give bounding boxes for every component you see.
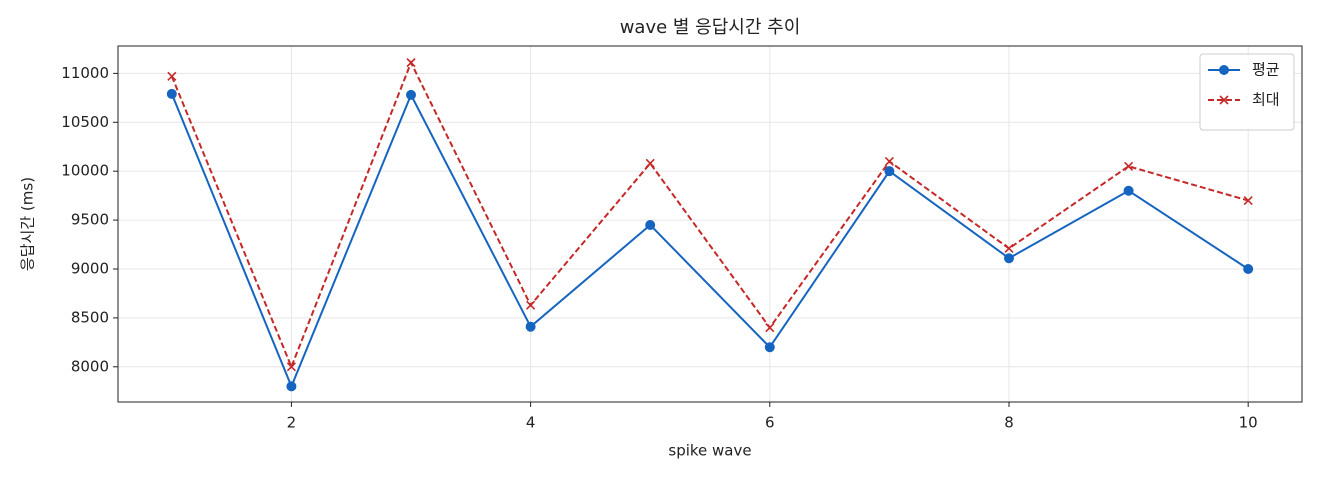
marker [526, 300, 536, 310]
marker [645, 158, 655, 168]
x-tick-label: 6 [765, 414, 775, 432]
x-tick-label: 2 [287, 414, 297, 432]
y-tick-label: 9500 [71, 211, 109, 229]
x-axis-label: spike wave [668, 442, 751, 460]
y-tick-label: 8000 [71, 357, 109, 375]
marker [1004, 243, 1014, 254]
marker [286, 381, 297, 392]
marker [1243, 195, 1253, 206]
legend-marker [1219, 65, 1229, 75]
series-line [170, 60, 1249, 370]
y-tick-label: 11000 [61, 64, 109, 82]
marker [884, 166, 895, 177]
marker [884, 156, 894, 166]
marker [1003, 253, 1014, 264]
x-tick-label: 10 [1239, 414, 1258, 432]
marker [406, 89, 417, 100]
legend-marker [1219, 95, 1229, 105]
marker [765, 323, 775, 333]
marker [166, 88, 177, 99]
marker [167, 71, 177, 81]
series-line [170, 92, 1249, 389]
legend-label: 최대 [1252, 91, 1280, 109]
y-tick-label: 10000 [61, 162, 109, 180]
y-tick-label: 10500 [61, 113, 109, 131]
marker [525, 321, 536, 332]
marker [1243, 263, 1254, 274]
chart-title: wave 별 응답시간 추이 [620, 17, 801, 38]
legend-label: 평균 [1252, 61, 1280, 79]
x-tick-label: 8 [1004, 414, 1014, 432]
plot-frame [117, 45, 1303, 403]
x-tick-label: 4 [526, 414, 536, 432]
marker [764, 342, 775, 353]
marker [1124, 161, 1134, 171]
marker [1123, 185, 1134, 196]
marker [406, 58, 416, 68]
marker [286, 362, 296, 372]
y-tick-label: 8500 [71, 308, 109, 326]
marker [645, 219, 656, 230]
y-axis-label: 응답시간 (ms) [19, 177, 37, 271]
legend-box [1199, 53, 1295, 131]
y-tick-label: 9000 [71, 259, 109, 277]
